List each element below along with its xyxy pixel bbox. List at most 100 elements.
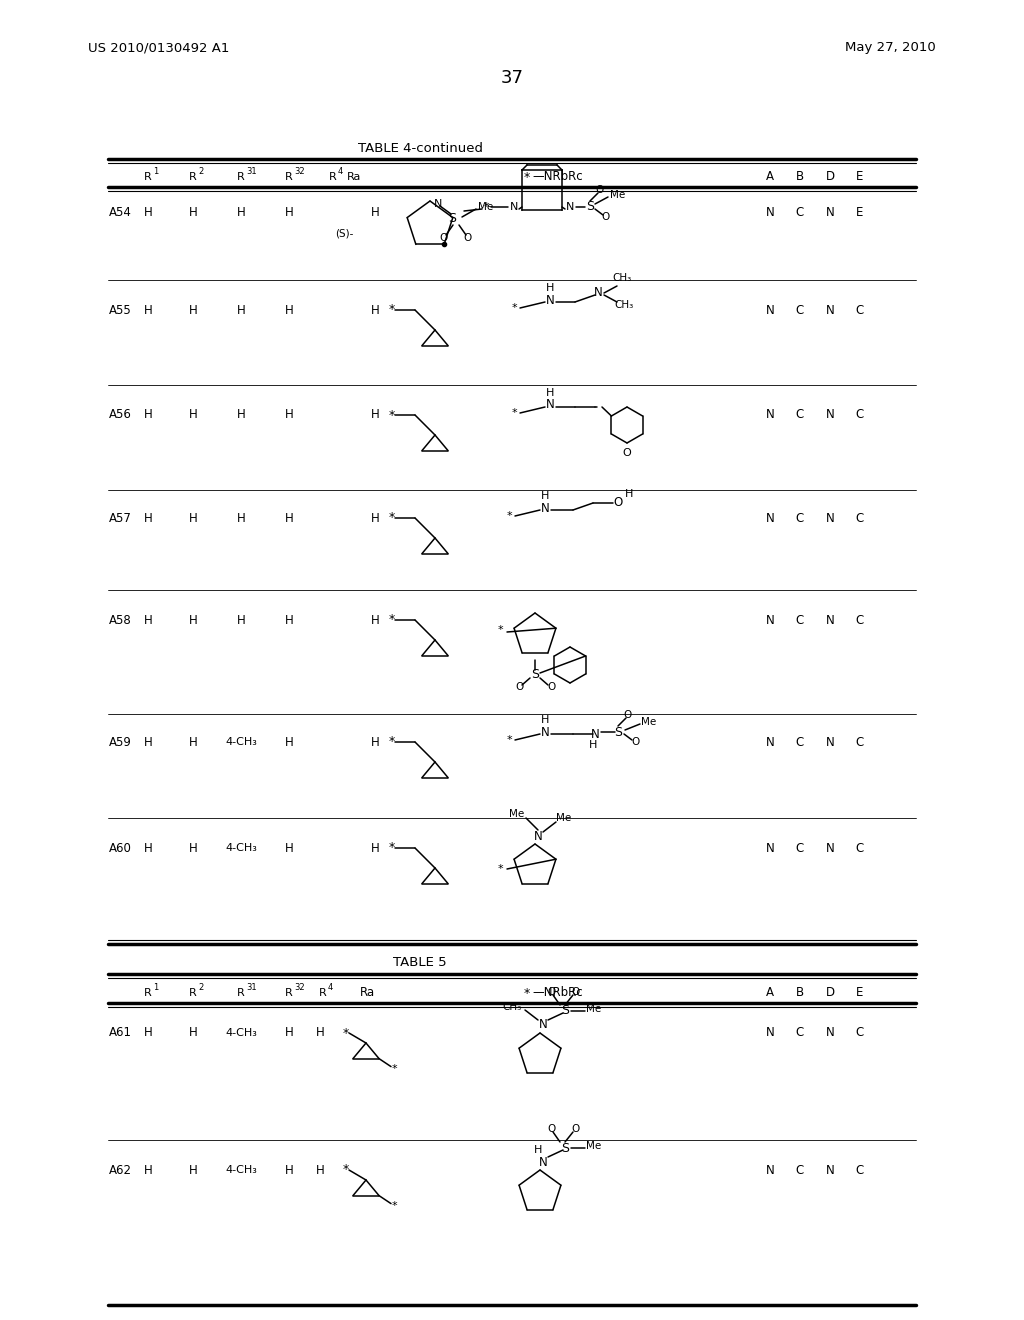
- Text: A56: A56: [109, 408, 132, 421]
- Text: H: H: [188, 735, 198, 748]
- Text: *: *: [498, 865, 503, 874]
- Text: CH₃: CH₃: [612, 273, 631, 282]
- Text: H: H: [371, 614, 379, 627]
- Text: N: N: [766, 206, 774, 219]
- Text: —NRbRc: —NRbRc: [532, 170, 583, 183]
- Text: A59: A59: [109, 735, 132, 748]
- Text: H: H: [143, 735, 153, 748]
- Text: D: D: [825, 170, 835, 183]
- Text: C: C: [796, 206, 804, 219]
- Text: R: R: [285, 987, 293, 998]
- Text: H: H: [371, 511, 379, 524]
- Text: *: *: [511, 304, 517, 313]
- Text: R: R: [144, 172, 152, 182]
- Text: R: R: [329, 172, 337, 182]
- Text: O: O: [515, 682, 523, 692]
- Text: N: N: [566, 202, 574, 213]
- Text: *: *: [343, 1163, 349, 1176]
- Text: R: R: [189, 172, 197, 182]
- Text: C: C: [796, 304, 804, 317]
- Text: H: H: [546, 282, 554, 293]
- Text: *: *: [523, 170, 530, 183]
- Text: N: N: [434, 199, 442, 209]
- Text: R: R: [285, 172, 293, 182]
- Text: C: C: [796, 614, 804, 627]
- Text: *: *: [392, 1064, 397, 1073]
- Text: N: N: [825, 408, 835, 421]
- Text: E: E: [856, 986, 863, 999]
- Text: TABLE 5: TABLE 5: [393, 957, 446, 969]
- Text: May 27, 2010: May 27, 2010: [845, 41, 936, 54]
- Text: Ra: Ra: [347, 172, 361, 182]
- Text: N: N: [825, 735, 835, 748]
- Text: H: H: [188, 408, 198, 421]
- Text: O: O: [624, 710, 632, 719]
- Text: N: N: [541, 726, 549, 738]
- Text: C: C: [856, 614, 864, 627]
- Text: S: S: [561, 1142, 569, 1155]
- Text: O: O: [547, 1125, 555, 1134]
- Text: *: *: [389, 735, 395, 748]
- Text: R: R: [238, 172, 245, 182]
- Text: D: D: [825, 986, 835, 999]
- Text: C: C: [796, 511, 804, 524]
- Text: A58: A58: [109, 614, 132, 627]
- Text: 37: 37: [501, 69, 523, 87]
- Text: H: H: [285, 408, 293, 421]
- Text: *: *: [343, 1027, 349, 1040]
- Text: H: H: [237, 511, 246, 524]
- Text: N: N: [546, 399, 554, 412]
- Text: (S)-: (S)-: [335, 228, 353, 238]
- Text: N: N: [591, 727, 599, 741]
- Text: N: N: [766, 408, 774, 421]
- Text: 4-CH₃: 4-CH₃: [225, 843, 257, 853]
- Text: N: N: [825, 304, 835, 317]
- Text: H: H: [188, 304, 198, 317]
- Text: Me: Me: [556, 813, 571, 822]
- Text: H: H: [315, 1163, 325, 1176]
- Text: N: N: [825, 206, 835, 219]
- Text: N: N: [541, 502, 549, 515]
- Text: H: H: [541, 491, 549, 502]
- Text: *: *: [389, 614, 395, 627]
- Text: Me: Me: [586, 1005, 601, 1014]
- Text: H: H: [371, 735, 379, 748]
- Text: A57: A57: [109, 511, 132, 524]
- Text: S: S: [561, 1005, 569, 1018]
- Text: O: O: [570, 987, 580, 997]
- Text: E: E: [856, 206, 863, 219]
- Text: C: C: [796, 735, 804, 748]
- Text: H: H: [237, 304, 246, 317]
- Text: C: C: [856, 408, 864, 421]
- Text: H: H: [237, 206, 246, 219]
- Text: O: O: [570, 1125, 580, 1134]
- Text: O: O: [596, 185, 604, 195]
- Text: S: S: [586, 201, 594, 214]
- Text: A60: A60: [109, 842, 132, 854]
- Text: US 2010/0130492 A1: US 2010/0130492 A1: [88, 41, 229, 54]
- Text: N: N: [825, 614, 835, 627]
- Text: CH₃: CH₃: [503, 1002, 522, 1012]
- Text: 4-CH₃: 4-CH₃: [225, 1166, 257, 1175]
- Text: C: C: [856, 1027, 864, 1040]
- Text: H: H: [546, 388, 554, 399]
- Text: H: H: [285, 1163, 293, 1176]
- Text: A61: A61: [109, 1027, 132, 1040]
- Text: *: *: [389, 408, 395, 421]
- Text: H: H: [143, 614, 153, 627]
- Text: H: H: [143, 511, 153, 524]
- Text: H: H: [143, 304, 153, 317]
- Text: 31: 31: [246, 166, 257, 176]
- Text: N: N: [766, 511, 774, 524]
- Text: R: R: [144, 987, 152, 998]
- Text: N: N: [766, 735, 774, 748]
- Text: S: S: [531, 668, 539, 681]
- Text: O: O: [631, 737, 639, 747]
- Text: 1: 1: [153, 166, 159, 176]
- Text: H: H: [143, 408, 153, 421]
- Text: A62: A62: [109, 1163, 132, 1176]
- Text: *: *: [392, 1201, 397, 1210]
- Text: A: A: [766, 986, 774, 999]
- Text: H: H: [188, 511, 198, 524]
- Text: TABLE 4-continued: TABLE 4-continued: [357, 141, 482, 154]
